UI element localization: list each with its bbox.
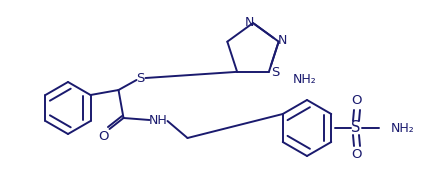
Text: NH: NH (149, 113, 168, 126)
Text: NH₂: NH₂ (391, 122, 415, 135)
Text: O: O (351, 148, 361, 162)
Text: O: O (351, 95, 361, 108)
Text: N: N (245, 15, 254, 29)
Text: NH₂: NH₂ (293, 73, 317, 86)
Text: S: S (136, 71, 145, 85)
Text: S: S (351, 120, 361, 135)
Text: O: O (98, 130, 109, 142)
Text: S: S (271, 66, 279, 79)
Text: N: N (278, 34, 288, 47)
